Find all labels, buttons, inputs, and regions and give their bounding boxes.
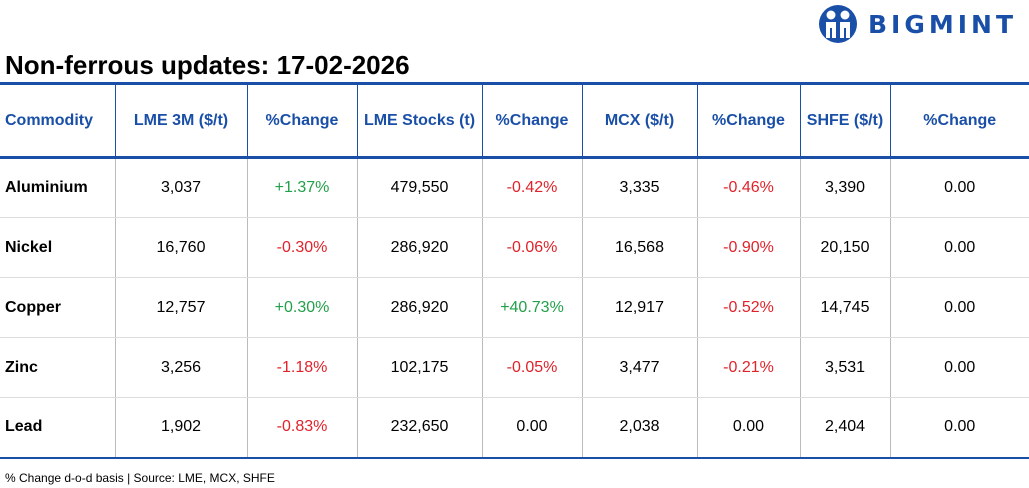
commodity-name: Zinc — [0, 337, 115, 398]
table-cell: 3,037 — [114, 157, 247, 218]
table-cell: -1.18% — [246, 337, 357, 398]
table-cell: 12,757 — [114, 277, 247, 338]
table-cell: +1.37% — [246, 157, 357, 218]
table-cell: +40.73% — [481, 277, 582, 338]
footnote: % Change d-o-d basis | Source: LME, MCX,… — [5, 471, 275, 485]
table-cell: -0.90% — [696, 217, 800, 278]
table-cell: -0.21% — [696, 337, 800, 398]
table-cell: 0.00 — [889, 277, 1029, 338]
column-header: MCX ($/t) — [581, 82, 697, 159]
table-cell: 3,335 — [581, 157, 697, 218]
table-cell: -0.05% — [481, 337, 582, 398]
table-cell: 0.00 — [889, 337, 1029, 398]
table-cell: -0.46% — [696, 157, 800, 218]
table-cell: 232,650 — [356, 397, 482, 459]
commodity-name: Lead — [0, 397, 115, 459]
bigmint-logo-icon — [819, 5, 857, 43]
table-cell: 0.00 — [696, 397, 800, 459]
commodity-name: Nickel — [0, 217, 115, 278]
column-header: LME 3M ($/t) — [114, 82, 247, 159]
nonferrous-table: Commodity LME 3M ($/t) %Change LME Stocks (… — [0, 82, 1029, 459]
column-header: SHFE ($/t) — [799, 82, 890, 159]
table-cell: 3,531 — [799, 337, 890, 398]
commodity-name: Copper — [0, 277, 115, 338]
table-row: Aluminium 3,037 +1.37% 479,550 -0.42% 3,335 -0… — [0, 157, 1029, 218]
table-cell: 1,902 — [114, 397, 247, 459]
column-header: %Change — [696, 82, 800, 159]
table-cell: 2,038 — [581, 397, 697, 459]
column-header: %Change — [481, 82, 582, 159]
table-cell: 20,150 — [799, 217, 890, 278]
table-cell: 3,390 — [799, 157, 890, 218]
table-cell: -0.52% — [696, 277, 800, 338]
column-header: Commodity — [0, 82, 115, 159]
table-cell: 102,175 — [356, 337, 482, 398]
table-cell: 16,568 — [581, 217, 697, 278]
column-header: %Change — [246, 82, 357, 159]
table-row: Lead 1,902 -0.83% 232,650 0.00 2,038 0.00 2,404… — [0, 397, 1029, 459]
brand-name: BIGMINT — [868, 9, 1018, 39]
table-cell: -0.42% — [481, 157, 582, 218]
column-header: LME Stocks (t) — [356, 82, 482, 159]
table-row: Zinc 3,256 -1.18% 102,175 -0.05% 3,477 -0.21% 3… — [0, 337, 1029, 398]
table-cell: 0.00 — [889, 397, 1029, 459]
table-cell: 286,920 — [356, 217, 482, 278]
table-cell: 0.00 — [889, 157, 1029, 218]
bigmint-logo: BIGMINT — [818, 4, 1017, 44]
table-cell: 286,920 — [356, 277, 482, 338]
table-cell: 3,477 — [581, 337, 697, 398]
page-title: Non-ferrous updates: 17-02-2026 — [5, 50, 410, 80]
column-header: %Change — [889, 82, 1029, 159]
table-cell: 14,745 — [799, 277, 890, 338]
table-cell: -0.83% — [246, 397, 357, 459]
table-cell: 3,256 — [114, 337, 247, 398]
header-row: Commodity LME 3M ($/t) %Change LME Stocks (… — [0, 82, 1029, 159]
table-cell: -0.06% — [481, 217, 582, 278]
table-row: Copper 12,757 +0.30% 286,920 +40.73% 12,917 -0… — [0, 277, 1029, 338]
table-cell: 16,760 — [114, 217, 247, 278]
table-cell: 0.00 — [889, 217, 1029, 278]
table-cell: 0.00 — [481, 397, 582, 459]
table-row: Nickel 16,760 -0.30% 286,920 -0.06% 16,568 -0.… — [0, 217, 1029, 278]
table-cell: -0.30% — [246, 217, 357, 278]
table-cell: 479,550 — [356, 157, 482, 218]
commodity-name: Aluminium — [0, 157, 115, 218]
table-cell: 12,917 — [581, 277, 697, 338]
table-cell: +0.30% — [246, 277, 357, 338]
table-cell: 2,404 — [799, 397, 890, 459]
